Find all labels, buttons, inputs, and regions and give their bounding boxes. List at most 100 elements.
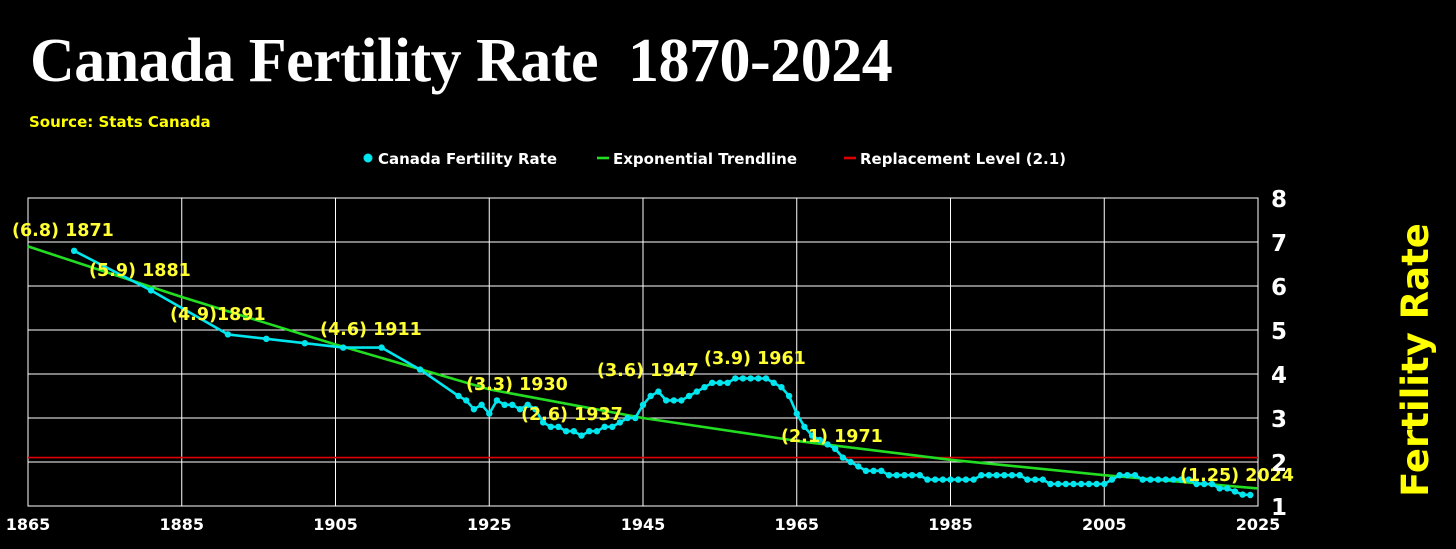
fertility-point [778, 384, 785, 391]
fertility-point [147, 287, 155, 294]
fertility-point [1224, 485, 1231, 492]
fertility-point [1124, 472, 1131, 479]
fertility-point [1101, 480, 1108, 488]
fertility-point [724, 379, 731, 386]
trendline [27, 245, 1259, 490]
data-label: (3.9) 1961 [704, 349, 806, 369]
fertility-point [593, 428, 601, 435]
x-tick-label: 1985 [928, 515, 973, 534]
fertility-point [378, 344, 385, 351]
y-tick-label: 3 [1271, 407, 1287, 433]
fertility-point [793, 410, 800, 417]
fertility-point [539, 419, 547, 426]
fertility-point [70, 247, 78, 254]
fertility-point [839, 454, 847, 461]
fertility-point [1085, 480, 1093, 488]
fertility-point [901, 472, 908, 479]
legend-series-icon [363, 153, 373, 163]
data-label: (1.25) 2024 [1180, 466, 1294, 486]
fertility-point [893, 472, 900, 479]
fertility-point [885, 472, 893, 479]
fertility-point [770, 379, 777, 386]
fertility-point [1078, 480, 1085, 488]
fertility-point [1193, 480, 1200, 488]
fertility-point [1139, 476, 1146, 483]
fertility-point [1208, 480, 1216, 488]
fertility-point [1108, 476, 1116, 483]
fertility-point [855, 463, 862, 470]
fertility-point [639, 401, 647, 408]
fertility-point [1008, 472, 1016, 479]
y-axis-title: Fertility Rate [1394, 223, 1437, 497]
fertility-point [486, 410, 493, 417]
fertility-point [1047, 480, 1054, 488]
fertility-point [1116, 472, 1123, 479]
fertility-point [1131, 472, 1139, 479]
fertility-point [962, 476, 970, 483]
fertility-point [1216, 485, 1223, 492]
y-tick-label: 1 [1271, 495, 1287, 521]
fertility-point [1231, 488, 1239, 495]
fertility-point [785, 392, 793, 400]
x-tick-label: 2005 [1082, 515, 1127, 534]
fertility-point [1201, 480, 1208, 488]
fertility-point [586, 428, 593, 435]
chart-lines [27, 245, 1259, 497]
fertility-point [493, 397, 501, 404]
fertility-point [870, 467, 877, 474]
fertility-point [1147, 476, 1154, 483]
fertility-point [470, 406, 478, 413]
fertility-point [570, 428, 577, 435]
fertility-point [478, 401, 485, 408]
fertility-point [908, 472, 916, 479]
fertility-line [73, 249, 1251, 497]
fertility-point [1247, 491, 1254, 499]
chart-labels: (6.8) 1871 (5.9) 1881 (4.9)1891 (4.6) 1911 (… [12, 221, 1294, 486]
y-tick-label: 4 [1271, 363, 1287, 389]
fertility-point [516, 406, 524, 413]
fertility-point [624, 414, 631, 422]
fertility-point [616, 419, 624, 426]
data-label: (3.6) 1947 [597, 361, 699, 381]
fertility-point [1185, 476, 1193, 483]
fertility-point [685, 392, 693, 400]
fertility-point [263, 335, 270, 342]
fertility-point [601, 423, 608, 430]
fertility-point [340, 344, 347, 351]
fertility-point [916, 472, 923, 479]
fertility-point [1024, 476, 1031, 483]
data-label: (3.3) 1930 [466, 375, 568, 395]
fertility-point [847, 458, 854, 466]
y-tick-label: 5 [1271, 319, 1287, 345]
chart-grid [27, 197, 1259, 507]
fertility-point [1162, 476, 1170, 483]
fertility-point [455, 392, 462, 400]
fertility-point [716, 379, 724, 386]
fertility-point [547, 423, 554, 430]
x-tick-label: 1925 [467, 515, 512, 534]
fertility-point [755, 375, 762, 382]
fertility-point [555, 423, 562, 430]
chart-marks [70, 247, 1254, 499]
legend-label: Exponential Trendline [613, 150, 797, 168]
fertility-point [1001, 472, 1008, 479]
x-tick-label: 2025 [1236, 515, 1281, 534]
fertility-point [709, 379, 716, 386]
fertility-point [1239, 491, 1246, 498]
fertility-point [824, 441, 831, 448]
fertility-point [762, 375, 770, 382]
y-tick-label: 6 [1271, 275, 1287, 301]
fertility-point [701, 384, 708, 391]
fertility-point [632, 414, 639, 422]
y-tick-label: 2 [1271, 451, 1287, 477]
fertility-point [1062, 480, 1070, 488]
fertility-point [647, 392, 654, 400]
fertility-point [509, 401, 516, 408]
y-tick-label: 7 [1271, 231, 1287, 257]
fertility-point [532, 406, 539, 413]
fertility-point [524, 401, 531, 408]
fertility-point [931, 476, 939, 483]
fertility-point [955, 476, 962, 483]
fertility-point [1070, 480, 1077, 488]
